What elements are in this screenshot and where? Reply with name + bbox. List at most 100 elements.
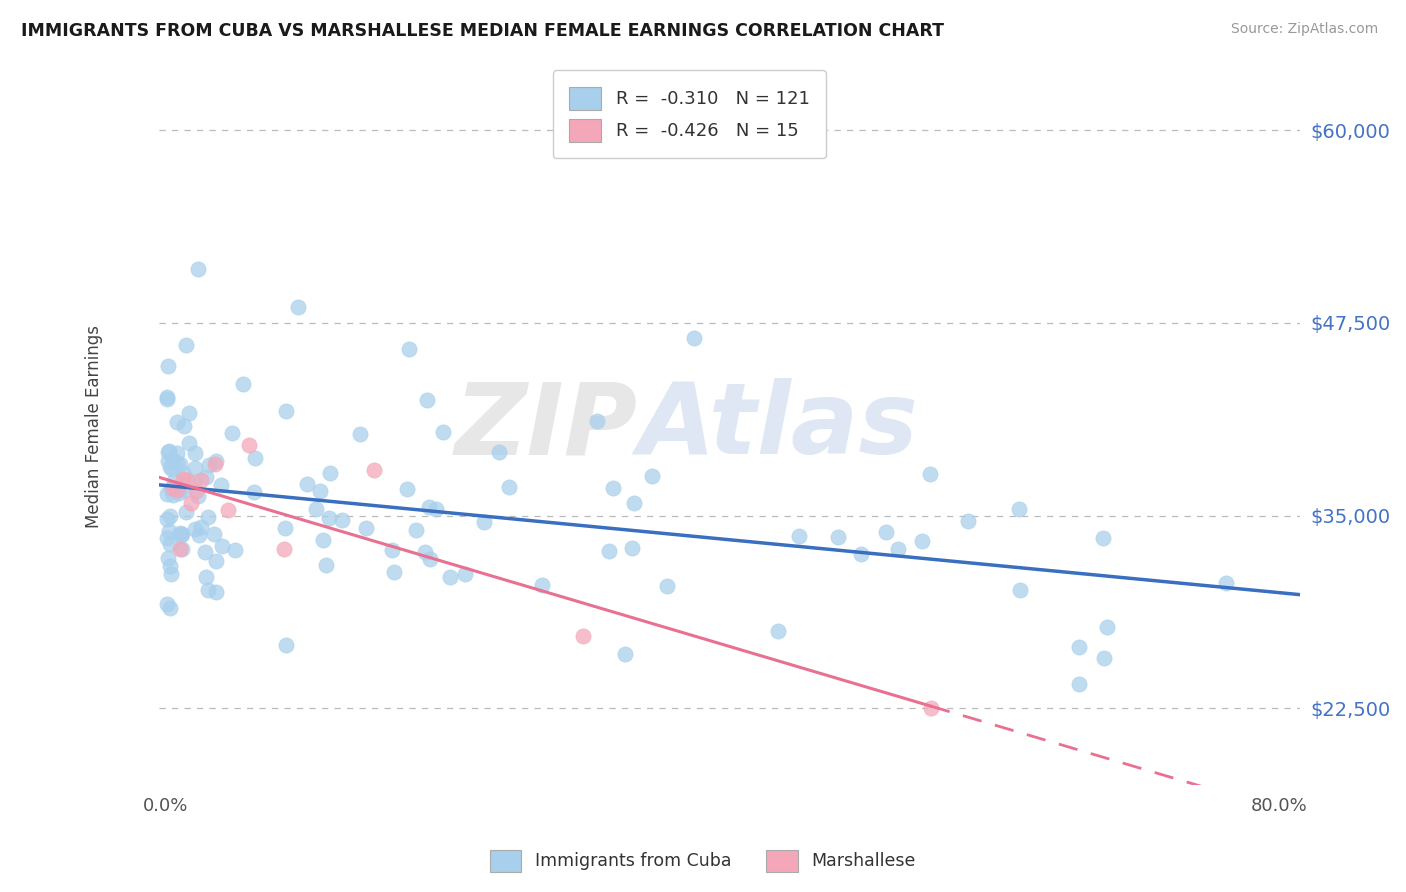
Point	[641, 469, 664, 483]
Point	[156, 445, 179, 459]
Point	[920, 467, 942, 482]
Point	[613, 648, 636, 662]
Point	[187, 528, 209, 542]
Point	[156, 550, 179, 565]
Point	[849, 547, 872, 561]
Point	[157, 359, 180, 373]
Point	[287, 301, 309, 315]
Point	[172, 541, 194, 556]
Point	[194, 470, 217, 484]
Point	[472, 515, 495, 529]
Point	[232, 377, 254, 392]
Point	[318, 510, 340, 524]
Point	[156, 512, 179, 526]
Point	[1092, 651, 1115, 665]
Point	[309, 483, 332, 498]
Point	[1095, 619, 1118, 633]
Point	[159, 508, 181, 523]
Point	[187, 489, 209, 503]
Point	[766, 624, 789, 639]
Point	[620, 541, 643, 556]
Point	[787, 529, 810, 543]
Point	[197, 582, 219, 597]
Point	[827, 530, 849, 544]
Point	[957, 515, 980, 529]
Point	[156, 597, 179, 611]
Point	[179, 436, 201, 450]
Point	[156, 453, 179, 467]
Point	[166, 446, 188, 460]
Text: Atlas: Atlas	[638, 378, 920, 475]
Point	[169, 526, 191, 541]
Point	[602, 481, 624, 495]
Point	[297, 477, 319, 491]
Point	[418, 500, 440, 515]
Point	[1008, 583, 1031, 598]
Point	[156, 531, 179, 545]
Point	[209, 478, 232, 492]
Point	[395, 482, 418, 496]
Point	[405, 523, 427, 537]
Point	[205, 454, 228, 468]
Point	[1067, 640, 1090, 654]
Point	[174, 338, 197, 352]
Point	[1067, 676, 1090, 690]
Point	[180, 496, 202, 510]
Point	[160, 482, 183, 496]
Y-axis label: Median Female Earnings: Median Female Earnings	[86, 326, 103, 528]
Point	[166, 483, 188, 498]
Point	[157, 444, 180, 458]
Point	[156, 392, 179, 407]
Point	[312, 533, 335, 548]
Point	[166, 456, 188, 470]
Point	[166, 415, 188, 429]
Point	[170, 528, 193, 542]
Point	[315, 558, 337, 573]
Point	[159, 459, 181, 474]
Point	[1215, 576, 1237, 591]
Point	[586, 414, 609, 428]
Point	[159, 537, 181, 551]
Point	[381, 543, 404, 558]
Point	[205, 554, 228, 568]
Legend: R =  -0.310   N = 121, R =  -0.426   N = 15: R = -0.310 N = 121, R = -0.426 N = 15	[553, 70, 825, 158]
Point	[416, 392, 439, 407]
Point	[432, 425, 454, 439]
Point	[211, 539, 233, 553]
Point	[382, 566, 405, 580]
Point	[398, 342, 420, 356]
Point	[354, 521, 377, 535]
Point	[162, 453, 184, 467]
Point	[488, 444, 510, 458]
Text: ZIP: ZIP	[456, 378, 638, 475]
Point	[172, 472, 194, 486]
Point	[169, 541, 191, 556]
Point	[174, 505, 197, 519]
Point	[238, 438, 260, 452]
Point	[160, 462, 183, 476]
Point	[276, 403, 298, 417]
Point	[221, 425, 243, 440]
Point	[683, 331, 706, 345]
Point	[162, 488, 184, 502]
Point	[183, 475, 205, 489]
Point	[169, 457, 191, 471]
Point	[419, 551, 441, 566]
Point	[186, 483, 208, 498]
Point	[204, 457, 226, 471]
Point	[276, 639, 298, 653]
Point	[363, 463, 385, 477]
Point	[184, 461, 207, 475]
Point	[159, 601, 181, 615]
Point	[160, 567, 183, 582]
Text: IMMIGRANTS FROM CUBA VS MARSHALLESE MEDIAN FEMALE EARNINGS CORRELATION CHART: IMMIGRANTS FROM CUBA VS MARSHALLESE MEDI…	[21, 22, 943, 40]
Point	[167, 486, 190, 500]
Point	[173, 483, 195, 498]
Point	[349, 426, 371, 441]
Point	[205, 584, 228, 599]
Point	[173, 418, 195, 433]
Point	[439, 569, 461, 583]
Point	[197, 510, 219, 524]
Point	[498, 480, 520, 494]
Point	[194, 570, 217, 584]
